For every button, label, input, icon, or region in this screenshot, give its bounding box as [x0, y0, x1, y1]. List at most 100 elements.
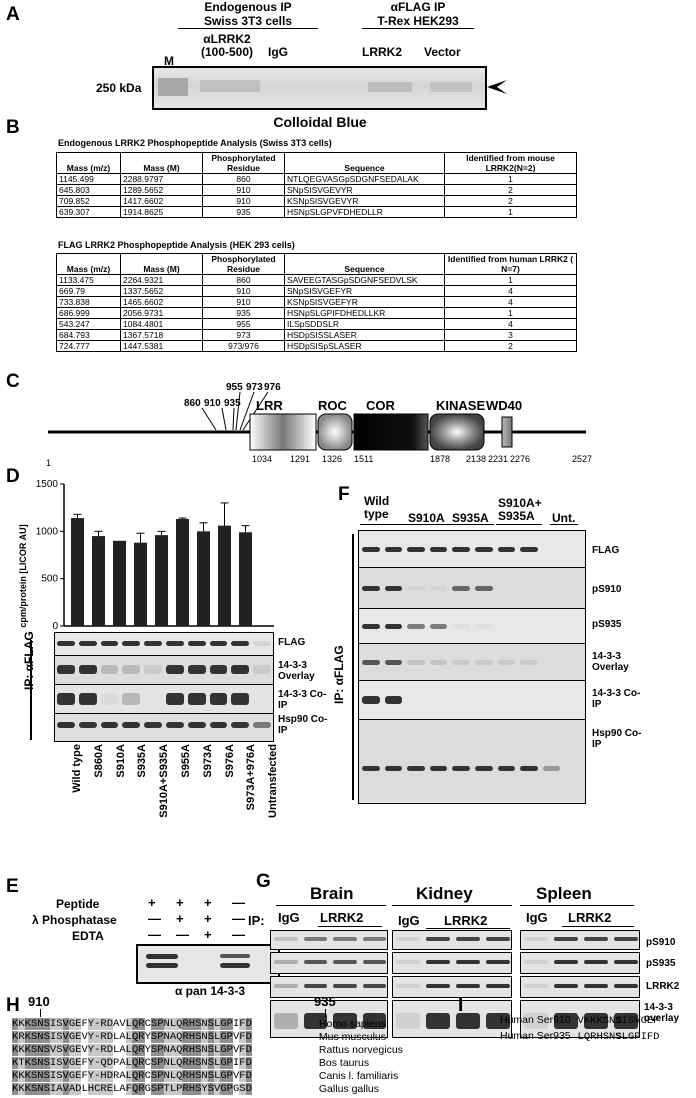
- g-band: [303, 984, 327, 988]
- h-residue: D: [106, 1057, 113, 1069]
- h-residue: I: [232, 1018, 240, 1030]
- f-band: [429, 659, 448, 665]
- g-underline: [520, 905, 634, 906]
- d-band: [209, 641, 228, 646]
- h-residue: -: [94, 1044, 101, 1056]
- h-residue: H: [188, 1044, 196, 1056]
- h-residue: A: [169, 1031, 177, 1043]
- g-blot-row: [520, 952, 640, 974]
- h-residue: N: [37, 1044, 44, 1056]
- h-residue: V: [49, 1044, 57, 1056]
- g-band: [274, 937, 298, 941]
- gel-band-alrrk2: [200, 80, 260, 92]
- d-band: [187, 641, 206, 646]
- e-sign: —: [148, 911, 161, 926]
- i-seq-pre: VKKKSN: [577, 1015, 616, 1027]
- i-row-label: Human Ser910: [500, 1014, 571, 1026]
- table2-cell: 1: [444, 307, 577, 319]
- d-band: [231, 641, 250, 646]
- h-residue: Y: [144, 1031, 151, 1043]
- g-band: [614, 937, 638, 941]
- h-residue: R: [100, 1031, 107, 1043]
- e-band: [146, 963, 178, 968]
- h-residue: P: [226, 1018, 233, 1030]
- h-residue: Q: [131, 1044, 139, 1056]
- g-band: [486, 960, 510, 964]
- h-residue: Y: [144, 1044, 151, 1056]
- h-residue: L: [214, 1044, 221, 1056]
- h-residue: G: [220, 1044, 227, 1056]
- h-alignment: KKKSNSISVGEFY-RDAVLQRCSPNLQRHSNSLGPIFD Ho…: [12, 1018, 492, 1098]
- f-group-label: Unt.: [552, 511, 576, 525]
- h-residue: L: [125, 1057, 132, 1069]
- position-labels: 1 1034 1291 1326 1511 1878 2138 2231 227…: [46, 454, 592, 468]
- g-underline: [562, 926, 634, 927]
- d-band: [187, 722, 206, 728]
- i-seq-post: LGPIFD: [621, 1031, 660, 1043]
- h-residue: K: [24, 1044, 31, 1056]
- g-band: [486, 1013, 510, 1029]
- h-residue: L: [214, 1057, 221, 1069]
- position-label: 1291: [290, 454, 310, 464]
- e-sign: +: [176, 895, 184, 910]
- h-residue: P: [157, 1031, 164, 1043]
- gel-band-marker: [158, 78, 188, 96]
- h-residue: N: [163, 1018, 170, 1030]
- table1-cell: 645.803: [56, 184, 121, 196]
- h-residue: L: [113, 1044, 120, 1056]
- d-band: [57, 641, 75, 646]
- bar-ytick-label: 1500: [36, 479, 59, 490]
- d-band: [57, 665, 75, 674]
- d-band: [57, 722, 75, 728]
- h-residue: S: [207, 1018, 214, 1030]
- h-pos-label: 935: [314, 994, 336, 1009]
- h-residue: F: [81, 1018, 88, 1030]
- position-label: 2138: [466, 454, 486, 464]
- lane-igg-label: IgG: [268, 45, 288, 59]
- table1-cell: 910: [202, 184, 285, 196]
- g-underline: [426, 928, 510, 929]
- g-underline: [318, 926, 382, 927]
- g-band: [426, 937, 450, 941]
- bar-marks: [70, 502, 253, 626]
- table1-cell: 1: [444, 173, 577, 185]
- h-residue: S: [150, 1018, 158, 1030]
- h-residue: N: [201, 1018, 208, 1030]
- g-band: [524, 984, 548, 988]
- h-residue: N: [163, 1044, 170, 1056]
- h-species-row: KKKSNSISVGEFY-HDRALQRCSPNLQRHSNSLGPVFD Ca…: [12, 1070, 492, 1083]
- table2-cell: SNpSISVGEFYR: [284, 285, 445, 297]
- h-residue: K: [18, 1018, 25, 1030]
- colloidal-caption: Colloidal Blue: [273, 114, 367, 130]
- h-residue: R: [138, 1018, 145, 1030]
- h-species-name: Rattus norvegicus: [318, 1044, 403, 1056]
- d-ip-label: IP: αFLAG: [22, 631, 36, 690]
- h-residue: S: [207, 1044, 214, 1056]
- table1-row: 645.803 1289.5652 910 SNpSISVGEVYR 2: [56, 184, 577, 196]
- table1-row: 1145.499 2288.9797 860 NTLQEGVASGpSDGNFSEDA…: [56, 173, 577, 185]
- gel-band-lrrk2: [368, 82, 412, 92]
- h-residue: G: [220, 1070, 227, 1082]
- table2-header: Mass (M): [120, 253, 203, 275]
- g-band: [584, 960, 608, 964]
- d-lane-label: S910A: [114, 744, 127, 778]
- f-band: [384, 546, 403, 552]
- panel-e-letter: E: [6, 876, 19, 897]
- g-blots: [270, 930, 640, 1060]
- f-ip-bracket: [352, 534, 354, 800]
- lane-vector-label: Vector: [424, 45, 461, 59]
- f-band: [384, 623, 403, 629]
- h-residue: Y: [201, 1083, 208, 1095]
- d-band: [166, 665, 184, 674]
- f-group-underline: [448, 524, 494, 525]
- h-seq: KKKSNSIAVADLHCRELAFQRGSPTLPRHSYSVGPGSD: [12, 1083, 252, 1096]
- h-residue: Q: [176, 1044, 183, 1056]
- h-residue: P: [226, 1031, 233, 1043]
- h-residue: S: [195, 1018, 202, 1030]
- d-lane-label: Wild type: [70, 744, 83, 793]
- g-igg-label: IgG: [526, 910, 548, 925]
- g-band: [614, 960, 638, 964]
- h-residue: R: [100, 1018, 107, 1030]
- site-label: 973: [246, 382, 263, 393]
- table2-row: 724.777 1447.5381 973/976 HSDpSISpSLASER 2: [56, 340, 577, 352]
